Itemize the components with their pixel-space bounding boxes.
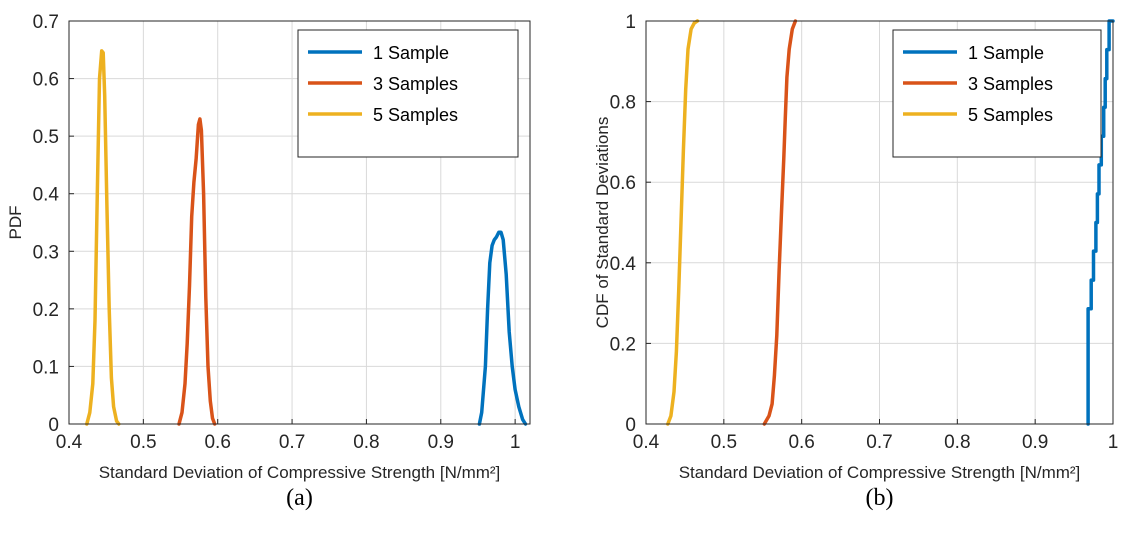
y-tick-label: 0.1 xyxy=(33,357,59,378)
y-tick-label: 0.6 xyxy=(33,70,59,91)
panel-a: 0.4 0.5 0.6 0.7 0.8 0.9 1 0 0.1 0.2 0.3 0.4 0.5 0.6 0.… xyxy=(6,12,531,511)
y-tick-label: 1 xyxy=(625,12,636,33)
legend-label: 3 Samples xyxy=(968,74,1053,94)
legend-label: 3 Samples xyxy=(373,74,458,94)
x-axis-label: Standard Deviation of Compressive Streng… xyxy=(679,463,1081,482)
series xyxy=(85,49,528,426)
x-tick-label: 0.6 xyxy=(204,432,230,453)
y-tick-label: 0.6 xyxy=(610,173,636,194)
y-tick-label: 0.7 xyxy=(33,12,59,33)
x-tick-label: 0.5 xyxy=(711,432,737,453)
y-tick-label: 0.2 xyxy=(33,300,59,321)
y-tick-label: 0 xyxy=(48,415,59,436)
y-tick-label: 0 xyxy=(625,415,636,436)
panel-b: 0.4 0.5 0.6 0.7 0.8 0.9 1 0 0.2 0.4 0.6 0.8 1 Standa… xyxy=(593,12,1118,511)
y-tick-label: 0.3 xyxy=(33,242,59,263)
ticks: 0.4 0.5 0.6 0.7 0.8 0.9 1 0 0.2 0.4 0.6 0.8 1 xyxy=(610,12,1119,453)
legend-label: 5 Samples xyxy=(373,105,458,125)
y-tick-label: 0.4 xyxy=(610,254,637,275)
ticks: 0.4 0.5 0.6 0.7 0.8 0.9 1 0 0.1 0.2 0.3 0.4 0.5 0.6 0.… xyxy=(33,12,521,453)
series-line xyxy=(762,19,798,426)
y-tick-label: 0.5 xyxy=(33,127,59,148)
y-tick-label: 0.4 xyxy=(33,185,60,206)
x-tick-label: 0.7 xyxy=(279,432,305,453)
legend-label: 5 Samples xyxy=(968,105,1053,125)
x-tick-label: 1 xyxy=(1108,432,1119,453)
series xyxy=(666,19,1115,426)
x-tick-label: 0.8 xyxy=(353,432,379,453)
x-tick-label: 0.9 xyxy=(428,432,454,453)
x-axis-label: Standard Deviation of Compressive Streng… xyxy=(99,463,501,482)
x-tick-label: 0.8 xyxy=(944,432,970,453)
x-tick-label: 0.4 xyxy=(56,432,83,453)
x-tick-label: 0.6 xyxy=(788,432,814,453)
series-line xyxy=(177,117,217,426)
series-line xyxy=(1086,19,1115,426)
x-tick-label: 0.5 xyxy=(130,432,156,453)
legend: 1 Sample 3 Samples 5 Samples xyxy=(297,29,519,158)
panel-caption: (b) xyxy=(866,485,894,511)
y-axis-label: PDF xyxy=(6,206,25,240)
legend-label: 1 Sample xyxy=(373,43,449,63)
y-tick-label: 0.8 xyxy=(610,93,636,114)
series-line xyxy=(666,19,700,426)
series-line xyxy=(85,49,121,426)
series-line xyxy=(477,230,528,426)
x-tick-label: 0.7 xyxy=(866,432,892,453)
x-tick-label: 1 xyxy=(510,432,521,453)
y-tick-label: 0.2 xyxy=(610,334,636,355)
y-axis-label: CDF of Standard Deviations xyxy=(593,117,612,329)
x-tick-label: 0.4 xyxy=(633,432,660,453)
x-tick-label: 0.9 xyxy=(1022,432,1048,453)
legend: 1 Sample 3 Samples 5 Samples xyxy=(892,29,1102,158)
legend-label: 1 Sample xyxy=(968,43,1044,63)
panel-caption: (a) xyxy=(286,485,313,511)
plot-frame xyxy=(68,20,531,425)
